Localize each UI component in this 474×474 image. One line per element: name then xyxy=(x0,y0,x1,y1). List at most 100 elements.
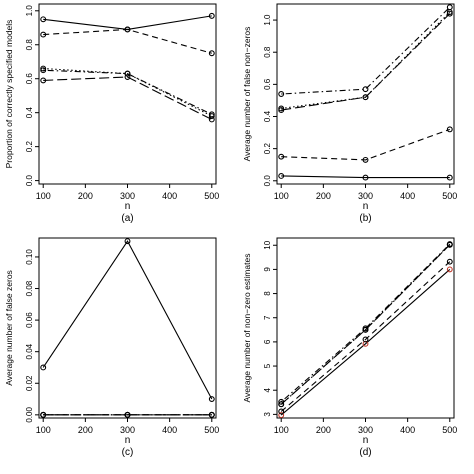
series-line-dashed xyxy=(280,261,451,412)
y-tick-label: 10 xyxy=(263,240,272,249)
x-tick-label: 300 xyxy=(358,191,373,201)
data-point xyxy=(362,94,369,101)
data-point xyxy=(40,67,47,74)
y-tick-label: 0.10 xyxy=(25,249,34,265)
series-line-dotdash xyxy=(281,6,451,95)
data-point xyxy=(40,16,47,23)
data-point xyxy=(446,241,453,248)
data-point xyxy=(40,364,47,371)
y-tick-label: 0.06 xyxy=(25,312,34,328)
series-line-longdash xyxy=(43,76,213,120)
y-axis-label: Average number of non−zero estimates xyxy=(242,254,252,403)
series-line-dotdash xyxy=(43,69,213,115)
y-tick-label: 0.8 xyxy=(25,39,34,51)
y-tick-label: 0.08 xyxy=(25,280,34,296)
x-tick-label: 300 xyxy=(358,425,373,435)
data-point xyxy=(362,336,369,343)
data-point xyxy=(124,26,131,33)
series-line-dotted xyxy=(43,67,213,117)
y-tick-label: 0.2 xyxy=(263,143,272,155)
y-tick-label: 0.2 xyxy=(25,141,34,153)
data-point xyxy=(124,70,131,77)
data-point xyxy=(278,412,285,419)
x-tick-label: 400 xyxy=(400,191,415,201)
y-tick-label: 0.04 xyxy=(25,343,34,359)
y-tick-label: 4 xyxy=(263,387,272,392)
x-tick-label: 200 xyxy=(316,425,331,435)
y-tick-label: 0.00 xyxy=(25,407,34,423)
x-tick-label: 500 xyxy=(442,425,457,435)
data-point xyxy=(446,266,453,273)
y-tick-label: 0.8 xyxy=(263,46,272,58)
x-axis-label: n xyxy=(125,435,131,446)
x-axis-label: n xyxy=(363,435,369,446)
data-point xyxy=(446,4,453,11)
y-axis-label: Proportion of correctly specified models xyxy=(4,20,14,169)
data-point xyxy=(446,126,453,133)
x-axis-label: n xyxy=(125,201,131,212)
data-point xyxy=(208,396,215,403)
y-tick-label: 8 xyxy=(263,291,272,296)
x-tick-label: 200 xyxy=(78,425,93,435)
x-tick-label: 200 xyxy=(78,191,93,201)
x-tick-label: 200 xyxy=(316,191,331,201)
panel-a: 100 200 300 400 500 0.0 0.2 0.4 0.6 0.8 1.0 n(a) Pro… xyxy=(4,3,219,224)
series-line-longdash xyxy=(280,244,451,405)
panel-caption: (d) xyxy=(359,447,371,458)
data-point xyxy=(446,174,453,181)
y-tick-label: 0.4 xyxy=(263,110,272,122)
panel-b: 100 200 300 400 500 0.0 0.2 0.4 0.6 0.8 1.0 n(b) Ave… xyxy=(242,3,457,224)
x-tick-label: 500 xyxy=(442,191,457,201)
y-tick-label: 5 xyxy=(263,363,272,368)
series-line-solid xyxy=(42,240,213,400)
y-tick-label: 0.6 xyxy=(263,78,272,90)
y-tick-label: 0.0 xyxy=(263,175,272,187)
x-tick-label: 100 xyxy=(36,425,51,435)
x-tick-label: 100 xyxy=(36,191,51,201)
series-line-dotted xyxy=(281,11,451,110)
data-point xyxy=(208,411,215,418)
data-point xyxy=(208,12,215,19)
data-point xyxy=(208,116,215,123)
data-point xyxy=(40,411,47,418)
y-tick-label: 3 xyxy=(263,412,272,417)
y-tick-label: 1.0 xyxy=(25,5,34,17)
y-tick-label: 6 xyxy=(263,339,272,344)
plot-frame-a xyxy=(38,3,217,185)
panel-caption: (a) xyxy=(121,213,133,224)
panel-c: 100 200 300 400 500 0.00 0.02 0.04 0.06 0.08 0.10 n… xyxy=(4,237,219,458)
x-tick-label: 300 xyxy=(120,425,135,435)
x-tick-label: 500 xyxy=(204,191,219,201)
data-point xyxy=(124,238,131,245)
data-point xyxy=(278,173,285,179)
series-line-dotdash xyxy=(280,243,451,403)
x-tick-label: 100 xyxy=(274,425,289,435)
series-line-solid xyxy=(281,175,450,179)
y-tick-label: 7 xyxy=(263,315,272,320)
data-point xyxy=(362,156,369,163)
plot-frame-c xyxy=(38,237,217,419)
y-tick-label: 0.02 xyxy=(25,375,34,391)
x-tick-label: 400 xyxy=(162,191,177,201)
panel-caption: (b) xyxy=(359,213,371,224)
data-point xyxy=(278,153,285,160)
x-tick-label: 400 xyxy=(162,425,177,435)
data-point xyxy=(362,326,369,333)
y-tick-label: 1.0 xyxy=(263,14,272,26)
data-point xyxy=(278,107,285,114)
y-axis-label: Average number of false non−zeros xyxy=(242,27,252,162)
x-tick-label: 300 xyxy=(120,191,135,201)
x-tick-label: 500 xyxy=(204,425,219,435)
data-point xyxy=(40,77,47,84)
data-point xyxy=(446,258,453,265)
y-tick-label: 0.0 xyxy=(25,174,34,186)
series-line-solid xyxy=(280,268,451,416)
y-tick-label: 0.4 xyxy=(25,107,34,119)
x-axis-label: n xyxy=(363,201,369,212)
series-line-dashed xyxy=(43,28,212,54)
series-line-dashed xyxy=(281,128,450,161)
data-point xyxy=(278,401,285,408)
panel-caption: (c) xyxy=(122,447,134,458)
data-point xyxy=(446,10,453,17)
